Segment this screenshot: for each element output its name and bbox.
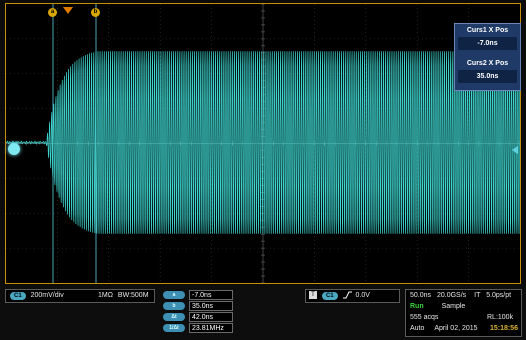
curs1-label: Curs1 X Pos: [466, 27, 509, 34]
record-length: RL:100k: [487, 314, 514, 321]
meas-a-label: a: [163, 291, 185, 299]
cursor-readout-box: Curs1 X Pos -7.0ns Curs2 X Pos 35.0ns: [454, 23, 521, 91]
cursor-b-label: b: [93, 9, 98, 15]
acquisition-settings[interactable]: 50.0ns 20.0GS/s IT 5.0ps/pt Run Sample 5…: [405, 289, 522, 337]
time-per-div: 50.0ns: [410, 292, 432, 299]
trigger-settings[interactable]: T C1 0.0V: [305, 289, 400, 303]
scope-display[interactable]: a b Curs1 X Pos -7.0ns Curs2 X Pos 35.0n…: [5, 3, 521, 284]
trigger-icon: T: [309, 291, 317, 300]
meas-b-value: 35.0ns: [189, 301, 233, 311]
acquisition-count: 555 acqs: [410, 314, 439, 321]
meas-freq-label: 1/Δt: [163, 324, 185, 332]
waveform-canvas[interactable]: [6, 4, 520, 283]
trigger-position-marker[interactable]: [63, 7, 73, 14]
date: April 02, 2015: [434, 325, 478, 332]
bandwidth-limit: BW:500M: [117, 292, 149, 299]
meas-delta-label: Δt: [163, 313, 185, 321]
curs1-value: -7.0ns: [458, 37, 517, 50]
trigger-level-marker[interactable]: [512, 146, 518, 154]
meas-a-value: -7.0ns: [189, 290, 233, 300]
meas-delta-value: 42.0ns: [189, 312, 233, 322]
clock-time: 15:18:56: [490, 325, 519, 332]
run-state: Run: [410, 303, 424, 310]
curs2-value: 35.0ns: [458, 70, 517, 83]
channel1-ground-marker[interactable]: [8, 143, 20, 155]
channel1-waveform: [6, 51, 520, 234]
interpolation-flag: IT: [474, 292, 481, 299]
meas-freq-value: 23.81MHz: [189, 323, 233, 333]
sample-rate: 20.0GS/s: [436, 292, 467, 299]
channel1-settings[interactable]: C1 200mV/div 1MΩ BW:500M: [5, 289, 155, 303]
volts-per-div: 200mV/div: [30, 292, 64, 299]
channel1-badge: C1: [10, 292, 26, 300]
trigger-source-badge: C1: [321, 292, 338, 300]
status-bar: C1 200mV/div 1MΩ BW:500M a -7.0ns b 35.0…: [0, 285, 526, 340]
trigger-level: 0.0V: [355, 292, 370, 299]
cursor-a-label: a: [50, 9, 55, 15]
acquisition-mode: Sample: [441, 303, 466, 310]
rising-edge-icon: [342, 291, 352, 299]
curs2-label: Curs2 X Pos: [466, 60, 509, 67]
time-resolution: 5.0ps/pt: [486, 292, 512, 299]
cursor-measurements: a -7.0ns b 35.0ns Δt 42.0ns 1/Δt 23.81MH…: [160, 289, 235, 337]
meas-b-label: b: [163, 302, 185, 310]
cursor-b-marker[interactable]: b: [91, 8, 100, 17]
cursor-a-marker[interactable]: a: [48, 8, 57, 17]
trigger-mode: Auto: [410, 325, 425, 332]
input-coupling: 1MΩ: [98, 292, 113, 299]
